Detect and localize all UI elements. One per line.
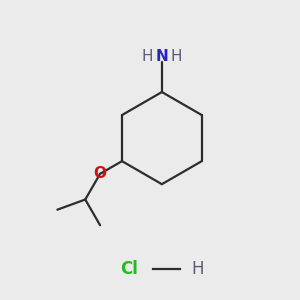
Text: H: H	[191, 260, 204, 278]
Text: Cl: Cl	[120, 260, 138, 278]
Text: N: N	[155, 50, 168, 64]
Text: O: O	[94, 166, 106, 181]
Text: H: H	[142, 50, 153, 64]
Text: H: H	[170, 50, 182, 64]
